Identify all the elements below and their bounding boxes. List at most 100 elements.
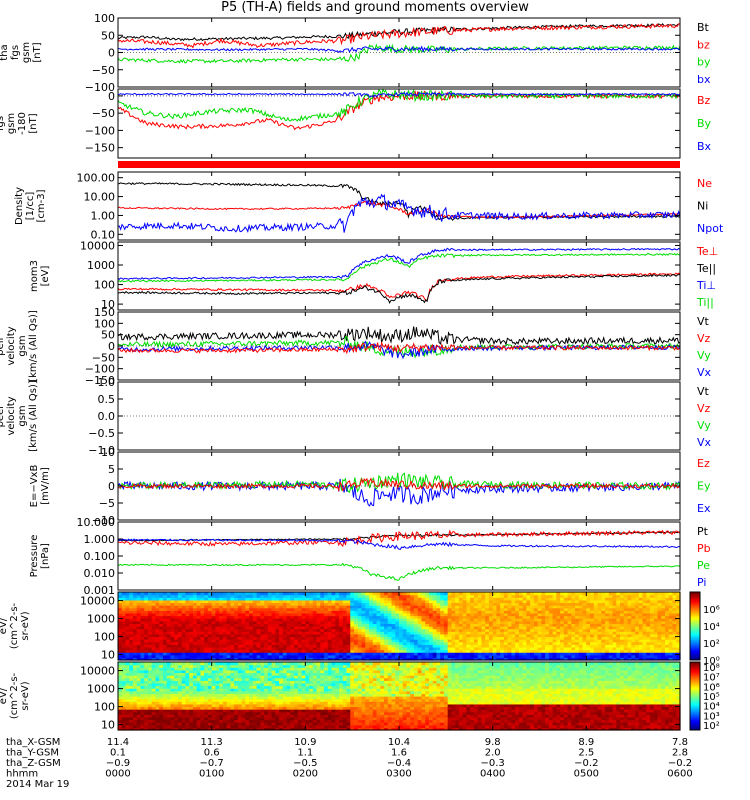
spectrogram-cell bbox=[597, 633, 602, 638]
spectrogram-cell bbox=[413, 644, 419, 648]
spectrogram-cell bbox=[676, 626, 681, 630]
spectrogram-cell bbox=[466, 646, 471, 651]
spectrogram-cell bbox=[384, 633, 389, 638]
spectrogram-cell bbox=[485, 646, 490, 651]
spectrogram-cell bbox=[560, 618, 565, 622]
spectrogram-cell bbox=[204, 612, 209, 617]
spectrogram-cell bbox=[305, 628, 310, 632]
spectrogram-cell bbox=[279, 612, 284, 617]
spectrogram-cell bbox=[481, 612, 486, 617]
spectrogram-cell bbox=[305, 639, 310, 643]
spectrogram-cell bbox=[586, 597, 591, 601]
spectrogram-cell bbox=[192, 605, 198, 609]
spectrogram-cell bbox=[297, 657, 303, 661]
spectrogram-cell bbox=[627, 652, 632, 656]
spectrogram-cell bbox=[346, 633, 351, 638]
spectrogram-cell bbox=[166, 605, 172, 609]
spectrogram-cell bbox=[537, 607, 542, 611]
spectrogram-cell bbox=[425, 607, 430, 611]
spectrogram-cell bbox=[305, 610, 310, 614]
spectrogram-cell bbox=[181, 626, 187, 630]
spectrogram-cell bbox=[428, 597, 434, 601]
spectrogram-cell bbox=[196, 654, 202, 658]
spectrogram-cell bbox=[638, 618, 644, 622]
spectrogram-cell bbox=[226, 623, 231, 627]
spectrogram-cell bbox=[207, 654, 213, 658]
spectrogram-cell bbox=[496, 644, 501, 648]
spectrogram-cell bbox=[541, 615, 546, 619]
spectrogram-cell bbox=[219, 644, 224, 648]
y-axis-label: thapeirvelocitygsm[km/s (All Qs)] bbox=[0, 310, 39, 382]
spectrogram-cell bbox=[136, 677, 142, 681]
spectrogram-cell bbox=[234, 626, 239, 630]
spectrogram-cell bbox=[541, 623, 546, 627]
spectrogram-cell bbox=[234, 636, 239, 640]
spectrogram-cell bbox=[118, 706, 123, 710]
spectrogram-cell bbox=[413, 639, 419, 643]
spectrogram-cell bbox=[118, 719, 123, 723]
spectrogram-cell bbox=[432, 654, 438, 658]
spectrogram-cell bbox=[432, 644, 438, 648]
colorbar-cell bbox=[690, 631, 700, 634]
spectrogram-cell bbox=[324, 620, 329, 624]
spectrogram-cell bbox=[204, 711, 209, 715]
spectrogram-cell bbox=[196, 703, 202, 708]
spectrogram-cell bbox=[601, 615, 606, 619]
spectrogram-cell bbox=[249, 623, 254, 627]
spectrogram-cell bbox=[627, 639, 632, 643]
spectrogram-cell bbox=[252, 610, 258, 614]
spectrogram-cell bbox=[537, 605, 542, 609]
spectrogram-cell bbox=[159, 662, 164, 666]
spectrogram-cell bbox=[575, 618, 580, 622]
spectrogram-cell bbox=[372, 649, 378, 653]
spectrogram-cell bbox=[560, 631, 565, 635]
spectrogram-cell bbox=[327, 654, 333, 658]
spectrogram-cell bbox=[485, 636, 490, 640]
spectrogram-cell bbox=[361, 652, 366, 656]
spectrogram-cell bbox=[350, 639, 355, 643]
spectrogram-cell bbox=[170, 682, 175, 687]
spectrogram-cell bbox=[590, 652, 595, 656]
spectrogram-cell bbox=[204, 610, 209, 614]
spectrogram-cell bbox=[211, 675, 217, 679]
spectrogram-cell bbox=[121, 602, 127, 606]
spectrogram-cell bbox=[271, 641, 276, 645]
spectrogram-cell bbox=[357, 628, 363, 632]
spectrogram-cell bbox=[488, 620, 494, 624]
spectrogram-cell bbox=[642, 626, 647, 630]
spectrogram-cell bbox=[380, 649, 385, 653]
spectrogram-cell bbox=[159, 716, 164, 721]
spectrogram-cell bbox=[222, 602, 228, 606]
spectrogram-cell bbox=[586, 657, 591, 661]
spectrogram-cell bbox=[252, 620, 258, 624]
spectrogram-cell bbox=[590, 620, 595, 624]
spectrogram-cell bbox=[136, 675, 142, 679]
spectrogram-cell bbox=[219, 646, 224, 651]
spectrogram-cell bbox=[136, 690, 142, 694]
spectrogram-cell bbox=[391, 641, 396, 645]
spectrogram-cell bbox=[470, 597, 475, 601]
y-axis-label-line: Density bbox=[14, 187, 25, 225]
spectrogram-cell bbox=[211, 607, 217, 611]
spectrogram-cell bbox=[533, 612, 539, 617]
spectrogram-cell bbox=[166, 623, 172, 627]
spectrogram-cell bbox=[443, 602, 449, 606]
spectrogram-cell bbox=[458, 605, 464, 609]
spectrogram-cell bbox=[181, 649, 187, 653]
spectrogram-cell bbox=[215, 644, 220, 648]
spectrogram-cell bbox=[151, 693, 157, 697]
spectrogram-cell bbox=[118, 709, 123, 713]
spectrogram-cell bbox=[638, 633, 644, 638]
spectrogram-cell bbox=[548, 610, 554, 614]
spectrogram-cell bbox=[125, 620, 130, 624]
spectrogram-cell bbox=[511, 631, 516, 635]
y-axis-label-line: E=−VxB bbox=[29, 465, 40, 508]
spectrogram-cell bbox=[515, 639, 520, 643]
spectrogram-cell bbox=[260, 620, 265, 624]
spectrogram-cell bbox=[155, 685, 160, 689]
spectrogram-cell bbox=[166, 641, 172, 645]
spectrogram-cell bbox=[324, 657, 329, 661]
spectrogram-cell bbox=[515, 602, 520, 606]
spectrogram-cell bbox=[395, 657, 400, 661]
spectrogram-cell bbox=[204, 636, 209, 640]
